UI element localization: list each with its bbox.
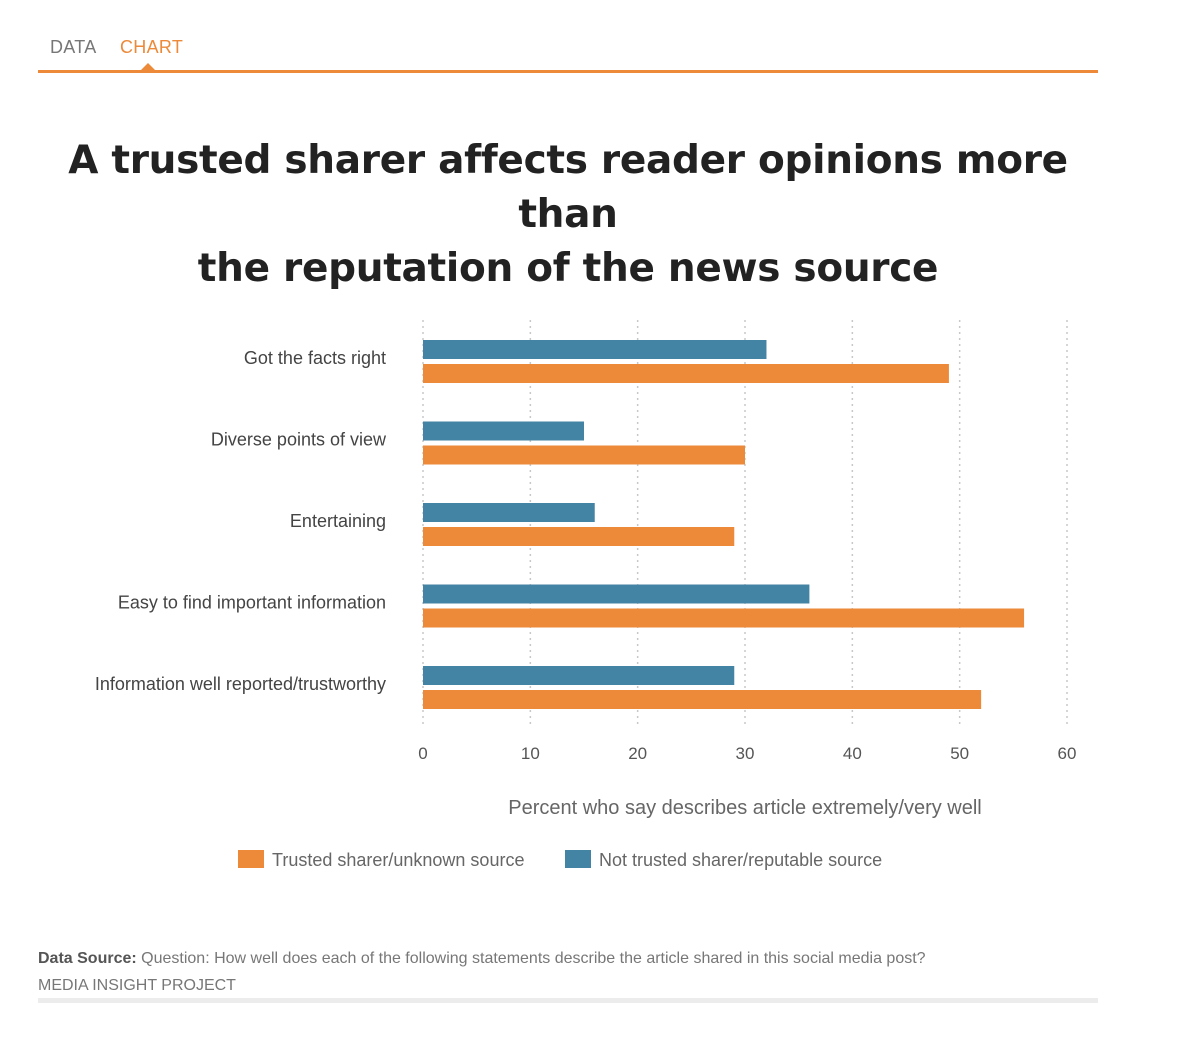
category-label: Information well reported/trustworthy — [95, 674, 386, 694]
chart-title-line-1: A trusted sharer affects reader opinions… — [68, 138, 1068, 237]
bar-not-trusted-1 — [423, 421, 584, 441]
footer-divider — [38, 998, 1098, 1003]
data-source-text: Question: How well does each of the foll… — [141, 950, 926, 967]
x-tick-label-10: 10 — [521, 744, 540, 763]
bar-chart: 0 10 20 30 40 50 60 Got the facts right Diverse … — [95, 320, 1077, 763]
category-label: Entertaining — [290, 511, 386, 531]
bar-not-trusted-4 — [423, 666, 735, 685]
x-tick-label-40: 40 — [843, 744, 862, 763]
bar-not-trusted-2 — [423, 503, 595, 522]
bar-trusted-2 — [423, 527, 735, 546]
category-label: Easy to find important information — [118, 593, 386, 613]
bar-not-trusted-0 — [423, 340, 767, 359]
source-organization: MEDIA INSIGHT PROJECT — [38, 977, 236, 994]
tab-chart[interactable]: CHART — [120, 37, 184, 57]
bar-trusted-0 — [423, 364, 949, 383]
x-tick-label-50: 50 — [950, 744, 969, 763]
x-tick-label-60: 60 — [1058, 744, 1077, 763]
chart-title: A trusted sharer affects reader opinions… — [38, 134, 1098, 296]
legend-item-not-trusted: Not trusted sharer/reputable source — [565, 850, 882, 871]
legend-label-not-trusted: Not trusted sharer/reputable source — [599, 850, 883, 870]
bar-trusted-3 — [423, 608, 1025, 628]
x-tick-label-30: 30 — [736, 744, 755, 763]
data-source-label: Data Source: — [38, 950, 137, 967]
x-axis-label: Percent who say describes article extrem… — [508, 797, 982, 819]
legend-swatch-not-trusted — [565, 850, 591, 868]
category-label: Diverse points of view — [211, 430, 387, 450]
tab-bar: DATA CHART — [38, 0, 1098, 73]
legend-label-trusted: Trusted sharer/unknown source — [272, 850, 525, 870]
x-tick-label-20: 20 — [628, 744, 647, 763]
category-label: Got the facts right — [244, 348, 386, 368]
bar-trusted-4 — [423, 690, 982, 709]
data-source: Data Source: Question: How well does eac… — [38, 950, 926, 968]
legend-item-trusted: Trusted sharer/unknown source — [238, 850, 524, 871]
legend-swatch-trusted — [238, 850, 264, 868]
tab-data[interactable]: DATA — [50, 37, 97, 57]
bar-trusted-1 — [423, 445, 745, 465]
tab-underline — [38, 70, 1098, 73]
chart-title-line-2: the reputation of the news source — [197, 246, 939, 291]
active-tab-indicator — [140, 63, 156, 71]
bar-not-trusted-3 — [423, 584, 810, 604]
x-tick-label-0: 0 — [418, 744, 427, 763]
